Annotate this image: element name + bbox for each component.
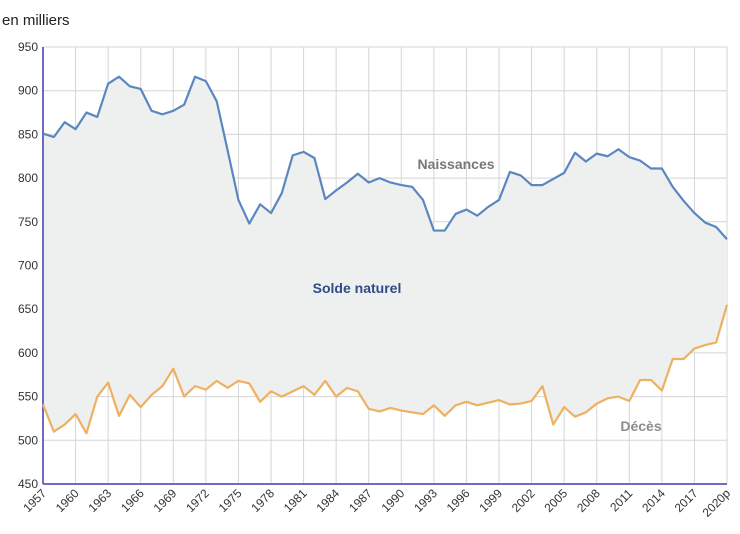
x-tick-label: 1969	[151, 486, 180, 515]
y-tick-labels: 450 500 550 600 650 700 750 800 850 900 950	[18, 40, 38, 491]
x-tick-label: 2020p	[700, 486, 734, 520]
x-tick-label: 1981	[281, 486, 310, 515]
x-tick-label: 1993	[411, 486, 440, 515]
x-tick-label: 1978	[248, 486, 277, 515]
x-tick-label: 1984	[313, 486, 342, 515]
x-tick-label: 1996	[444, 486, 473, 515]
solde-area-fill	[43, 76, 727, 434]
x-tick-label: 1966	[118, 486, 147, 515]
x-tick-label: 2017	[672, 486, 701, 515]
x-tick-label: 1987	[346, 486, 375, 515]
x-tick-label: 1990	[379, 486, 408, 515]
x-tick-label: 1972	[183, 486, 212, 515]
series-line-naissances	[42, 75, 728, 241]
y-tick-label: 700	[18, 259, 38, 273]
x-tick-label: 1963	[85, 486, 114, 515]
y-tick-label: 600	[18, 346, 38, 360]
annotation-naissances: Naissances	[417, 156, 494, 172]
y-tick-label: 950	[18, 40, 38, 54]
series-lines	[41, 75, 729, 435]
x-tick-label: 2002	[509, 486, 538, 515]
annotation-solde-naturel: Solde naturel	[313, 280, 402, 296]
y-tick-label: 750	[18, 215, 38, 229]
x-tick-label: 2011	[607, 486, 635, 514]
x-tick-label: 2014	[639, 486, 668, 515]
series-line-deces	[41, 304, 729, 435]
x-tick-label: 1960	[53, 486, 82, 515]
y-tick-label: 500	[18, 433, 38, 447]
x-tick-label: 2008	[574, 486, 603, 515]
y-tick-label: 800	[18, 171, 38, 185]
y-tick-label: 450	[18, 477, 38, 491]
x-tick-labels: 1957 1960 1963 1966 1969 1972 1975 1978 1981 1984…	[20, 486, 733, 520]
x-tick-label: 1975	[216, 486, 245, 515]
x-tick-label: 2005	[541, 486, 570, 515]
axes	[42, 47, 727, 485]
annotation-deces: Décès	[620, 418, 661, 434]
y-tick-label: 850	[18, 127, 38, 141]
x-tick-label: 1999	[476, 486, 505, 515]
solde-naturel-area	[43, 76, 727, 434]
y-unit-label: en milliers	[2, 12, 70, 29]
y-tick-label: 650	[18, 302, 38, 316]
y-tick-label: 550	[18, 390, 38, 404]
y-tick-label: 900	[18, 84, 38, 98]
